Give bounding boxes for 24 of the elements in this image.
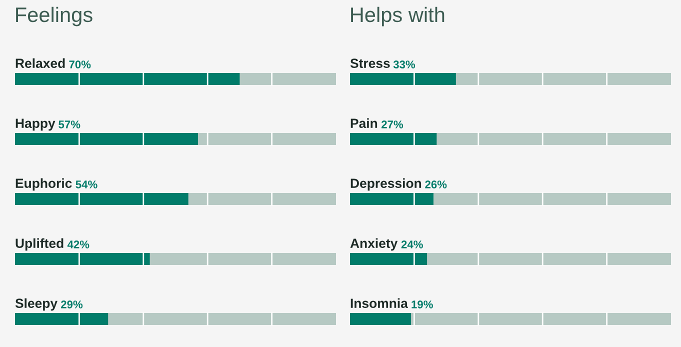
data-label: 24%	[401, 240, 423, 248]
category-label: Insomnia	[350, 298, 408, 308]
chart-title: Feelings	[16, 6, 92, 26]
data-label: 42%	[67, 240, 90, 248]
bar	[350, 313, 411, 325]
data-label: 29%	[61, 300, 83, 308]
category-label: Euphoric	[16, 178, 72, 191]
category-label: Relaxed	[16, 58, 65, 68]
category-label: Uplifted	[16, 238, 64, 251]
category-label: Depression	[350, 178, 422, 191]
category-label: Sleepy	[15, 298, 58, 311]
data-label: 19%	[412, 300, 433, 308]
category-label: Pain	[350, 118, 378, 128]
data-label: 27%	[382, 120, 404, 128]
category-label: Stress	[350, 58, 390, 68]
data-label: 57%	[58, 120, 80, 128]
data-label: 70%	[69, 60, 91, 68]
data-label: 26%	[425, 180, 447, 188]
data-label: 33%	[393, 60, 416, 68]
category-label: Happy	[16, 118, 56, 131]
chart-title: Helps with	[351, 6, 444, 26]
data-label: 54%	[76, 180, 98, 188]
bar	[350, 253, 428, 265]
category-label: Anxiety	[350, 238, 398, 251]
